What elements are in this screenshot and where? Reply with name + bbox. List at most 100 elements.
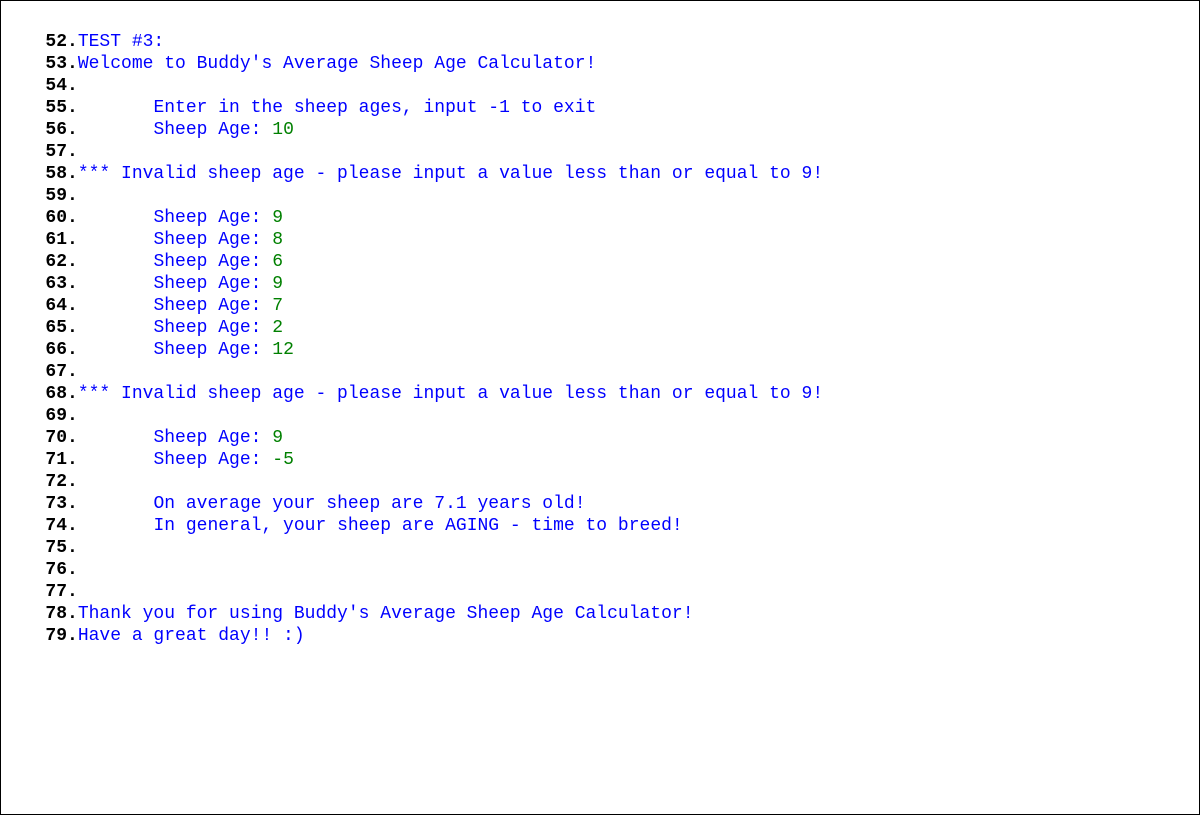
- line-number-dot: .: [67, 185, 78, 207]
- output-text: Sheep Age:: [153, 120, 272, 140]
- output-text: Sheep Age:: [153, 208, 272, 228]
- line-number-dot: .: [67, 163, 78, 185]
- line-number: 70: [31, 427, 67, 449]
- line-content: TEST #3:: [78, 31, 164, 53]
- line-number-dot: .: [67, 229, 78, 251]
- output-text: TEST #3:: [78, 32, 164, 52]
- user-input-text: 9: [272, 274, 283, 294]
- output-text: Sheep Age:: [153, 252, 272, 272]
- code-line: 53.Welcome to Buddy's Average Sheep Age …: [31, 53, 1199, 75]
- indent: [78, 208, 154, 228]
- line-number: 59: [31, 185, 67, 207]
- user-input-text: 2: [272, 318, 283, 338]
- line-number-dot: .: [67, 471, 78, 493]
- indent: [78, 494, 154, 514]
- output-text: Have a great day!! :): [78, 626, 305, 646]
- line-number-dot: .: [67, 405, 78, 427]
- line-number: 69: [31, 405, 67, 427]
- output-text: Enter in the sheep ages, input -1 to exi…: [153, 98, 596, 118]
- output-text: Welcome to Buddy's Average Sheep Age Cal…: [78, 54, 596, 74]
- code-line: 68.*** Invalid sheep age - please input …: [31, 383, 1199, 405]
- line-number-dot: .: [67, 295, 78, 317]
- code-line: 58.*** Invalid sheep age - please input …: [31, 163, 1199, 185]
- output-text: Thank you for using Buddy's Average Shee…: [78, 604, 694, 624]
- line-number: 68: [31, 383, 67, 405]
- line-number: 63: [31, 273, 67, 295]
- line-number: 53: [31, 53, 67, 75]
- indent: [78, 516, 154, 536]
- line-number: 61: [31, 229, 67, 251]
- line-content: Sheep Age: 8: [78, 229, 283, 251]
- output-text: Sheep Age:: [153, 296, 272, 316]
- line-content: Have a great day!! :): [78, 625, 305, 647]
- line-number-dot: .: [67, 383, 78, 405]
- code-line: 62. Sheep Age: 6: [31, 251, 1199, 273]
- code-line: 61. Sheep Age: 8: [31, 229, 1199, 251]
- output-text: Sheep Age:: [153, 340, 272, 360]
- code-line: 79.Have a great day!! :): [31, 625, 1199, 647]
- code-line: 72.: [31, 471, 1199, 493]
- line-number-dot: .: [67, 75, 78, 97]
- code-line: 52.TEST #3:: [31, 31, 1199, 53]
- line-number-dot: .: [67, 493, 78, 515]
- user-input-text: 8: [272, 230, 283, 250]
- line-number-dot: .: [67, 559, 78, 581]
- line-number-dot: .: [67, 251, 78, 273]
- code-line: 76.: [31, 559, 1199, 581]
- code-line: 78.Thank you for using Buddy's Average S…: [31, 603, 1199, 625]
- output-text: On average your sheep are 7.1 years old!: [153, 494, 585, 514]
- user-input-text: -5: [272, 450, 294, 470]
- line-number-dot: .: [67, 581, 78, 603]
- code-line: 64. Sheep Age: 7: [31, 295, 1199, 317]
- line-content: Sheep Age: 2: [78, 317, 283, 339]
- line-number-dot: .: [67, 317, 78, 339]
- line-number-dot: .: [67, 625, 78, 647]
- line-number: 60: [31, 207, 67, 229]
- user-input-text: 9: [272, 208, 283, 228]
- output-text: Sheep Age:: [153, 230, 272, 250]
- line-number: 74: [31, 515, 67, 537]
- line-number: 62: [31, 251, 67, 273]
- code-line: 59.: [31, 185, 1199, 207]
- code-line: 71. Sheep Age: -5: [31, 449, 1199, 471]
- indent: [78, 98, 154, 118]
- line-number-dot: .: [67, 273, 78, 295]
- code-line: 57.: [31, 141, 1199, 163]
- indent: [78, 252, 154, 272]
- output-text: Sheep Age:: [153, 450, 272, 470]
- user-input-text: 10: [272, 120, 294, 140]
- output-text: Sheep Age:: [153, 274, 272, 294]
- line-number-dot: .: [67, 361, 78, 383]
- line-content: Sheep Age: 9: [78, 427, 283, 449]
- line-content: In general, your sheep are AGING - time …: [78, 515, 683, 537]
- line-number: 65: [31, 317, 67, 339]
- line-number: 55: [31, 97, 67, 119]
- code-line: 77.: [31, 581, 1199, 603]
- line-number-dot: .: [67, 515, 78, 537]
- line-number: 58: [31, 163, 67, 185]
- output-text: *** Invalid sheep age - please input a v…: [78, 384, 823, 404]
- output-text: In general, your sheep are AGING - time …: [153, 516, 682, 536]
- line-content: On average your sheep are 7.1 years old!: [78, 493, 586, 515]
- code-output-container: 52.TEST #3:53.Welcome to Buddy's Average…: [0, 0, 1200, 815]
- user-input-text: 6: [272, 252, 283, 272]
- line-number: 79: [31, 625, 67, 647]
- code-line: 67.: [31, 361, 1199, 383]
- line-number: 71: [31, 449, 67, 471]
- indent: [78, 274, 154, 294]
- line-number: 73: [31, 493, 67, 515]
- indent: [78, 318, 154, 338]
- code-line: 70. Sheep Age: 9: [31, 427, 1199, 449]
- line-number-dot: .: [67, 53, 78, 75]
- output-text: Sheep Age:: [153, 318, 272, 338]
- line-content: Sheep Age: 9: [78, 273, 283, 295]
- line-number: 57: [31, 141, 67, 163]
- code-line: 63. Sheep Age: 9: [31, 273, 1199, 295]
- code-line: 54.: [31, 75, 1199, 97]
- line-number-dot: .: [67, 119, 78, 141]
- code-line: 74. In general, your sheep are AGING - t…: [31, 515, 1199, 537]
- line-number: 72: [31, 471, 67, 493]
- code-line: 75.: [31, 537, 1199, 559]
- user-input-text: 7: [272, 296, 283, 316]
- code-line: 60. Sheep Age: 9: [31, 207, 1199, 229]
